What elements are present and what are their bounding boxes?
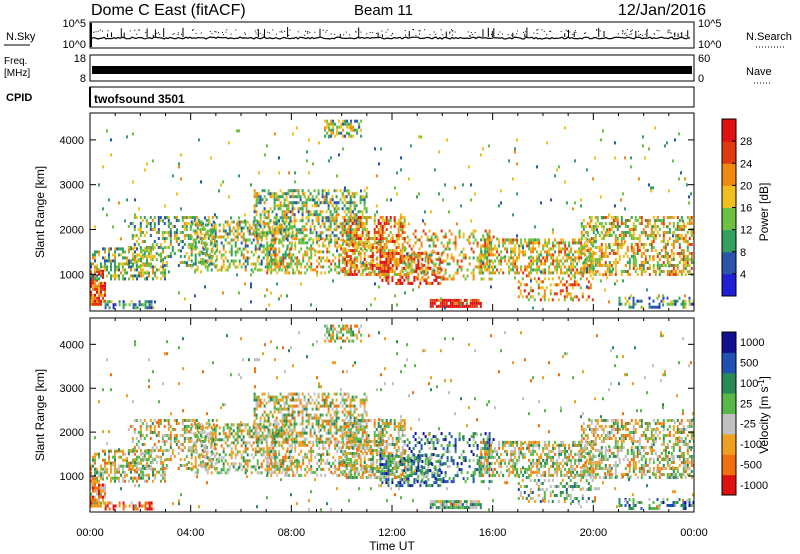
nsearch-label: N.Search (746, 31, 792, 43)
velocity-colorbar-tick: -100 (740, 439, 762, 451)
power-axes: 1000 2000 3000 4000 (60, 113, 695, 311)
freq-label-2: [MHz] (4, 68, 30, 79)
nsky-panel (89, 21, 695, 49)
power-colorbar-tick: 12 (740, 225, 752, 237)
power-y-axis-label: Slant Range [km] (33, 166, 47, 258)
nsearch-tick-top: 10^5 (698, 18, 722, 30)
time-axis-label: Time UT (369, 539, 415, 553)
freq-panel (89, 54, 695, 82)
power-colorbar-segment (722, 207, 736, 231)
power-heatmap (90, 119, 694, 310)
x-tick-label: 04:00 (177, 527, 205, 539)
velocity-colorbar-tick: 500 (740, 358, 758, 370)
y-tick-label: 3000 (60, 180, 84, 192)
velocity-colorbar-segment (722, 433, 736, 455)
y-tick-label: 3000 (60, 383, 84, 395)
velocity-colorbar-label: Velocity [m s-1] (757, 376, 771, 454)
nsky-label: N.Sky (6, 31, 36, 43)
power-colorbar-segment (722, 119, 736, 142)
velocity-colorbar-segment (722, 372, 736, 394)
cpid-label: CPID (6, 92, 32, 104)
x-tick-label: 20:00 (580, 527, 608, 539)
power-colorbar-segment (722, 273, 736, 297)
velocity-colorbar-tick: 25 (740, 398, 752, 410)
nave-tick-bottom: 0 (698, 73, 704, 85)
power-colorbar-tick: 28 (740, 136, 752, 148)
velocity-heatmap (90, 324, 694, 512)
date-label: 12/Jan/2016 (618, 2, 706, 19)
time-axis-ticks: 00:00 04:00 08:00 12:00 16:00 20:00 00:00 (76, 527, 708, 539)
power-colorbar-segment (722, 141, 736, 164)
velocity-colorbar-tick: -1000 (740, 480, 768, 492)
freq-tick-top: 18 (74, 53, 86, 65)
y-tick-label: 4000 (60, 135, 84, 147)
velocity-y-axis-label: Slant Range [km] (33, 369, 47, 461)
x-tick-label: 00:00 (680, 527, 708, 539)
power-colorbar: 4 8 12 16 20 24 28 (721, 118, 752, 297)
nsky-tick-bottom: 10^0 (62, 39, 86, 51)
velocity-colorbar-segment (722, 352, 736, 374)
freq-trace (92, 66, 692, 74)
power-colorbar-tick: 4 (740, 269, 746, 281)
x-tick-label: 08:00 (278, 527, 306, 539)
velocity-colorbar-segment (722, 474, 736, 496)
nave-label: Nave (746, 66, 772, 78)
freq-label-1: Freq. (4, 56, 27, 67)
power-colorbar-tick: 16 (740, 203, 752, 215)
power-colorbar-segment (722, 251, 736, 275)
y-tick-label: 2000 (60, 427, 84, 439)
power-colorbar-segment (722, 163, 736, 186)
velocity-axes: 1000 2000 3000 4000 (60, 318, 695, 512)
power-colorbar-segment (722, 185, 736, 208)
nsky-tick-top: 10^5 (62, 18, 86, 30)
nsearch-tick-bottom: 10^0 (698, 39, 722, 51)
velocity-colorbar-tick: 1000 (740, 337, 764, 349)
y-tick-label: 1000 (60, 269, 84, 281)
velocity-colorbar-segment (722, 454, 736, 476)
x-tick-label: 12:00 (378, 527, 406, 539)
nave-tick-top: 60 (698, 53, 710, 65)
y-tick-label: 2000 (60, 224, 84, 236)
station-title: Dome C East (fitACF) (91, 2, 246, 19)
velocity-colorbar: 1000 500 100 25 -25 -100 -500 -1000 (721, 331, 768, 496)
velocity-colorbar-tick: -25 (740, 419, 756, 431)
velocity-colorbar-tick: -500 (740, 459, 762, 471)
velocity-colorbar-segment (722, 332, 736, 353)
power-colorbar-tick: 8 (740, 247, 746, 259)
freq-tick-bottom: 8 (80, 73, 86, 85)
power-colorbar-label: Power [dB] (757, 183, 771, 242)
nsky-trace (90, 23, 691, 47)
velocity-colorbar-segment (722, 393, 736, 414)
power-colorbar-segment (722, 229, 736, 253)
y-tick-label: 4000 (60, 339, 84, 351)
x-tick-label: 00:00 (76, 527, 104, 539)
velocity-colorbar-tick: 100 (740, 378, 758, 390)
beam-label: Beam 11 (354, 2, 413, 19)
x-tick-label: 16:00 (479, 527, 507, 539)
y-tick-label: 1000 (60, 471, 84, 483)
velocity-colorbar-segment (722, 413, 736, 435)
cpid-value: twofsound 3501 (94, 92, 185, 106)
power-colorbar-tick: 20 (740, 180, 752, 192)
power-colorbar-tick: 24 (740, 158, 752, 170)
